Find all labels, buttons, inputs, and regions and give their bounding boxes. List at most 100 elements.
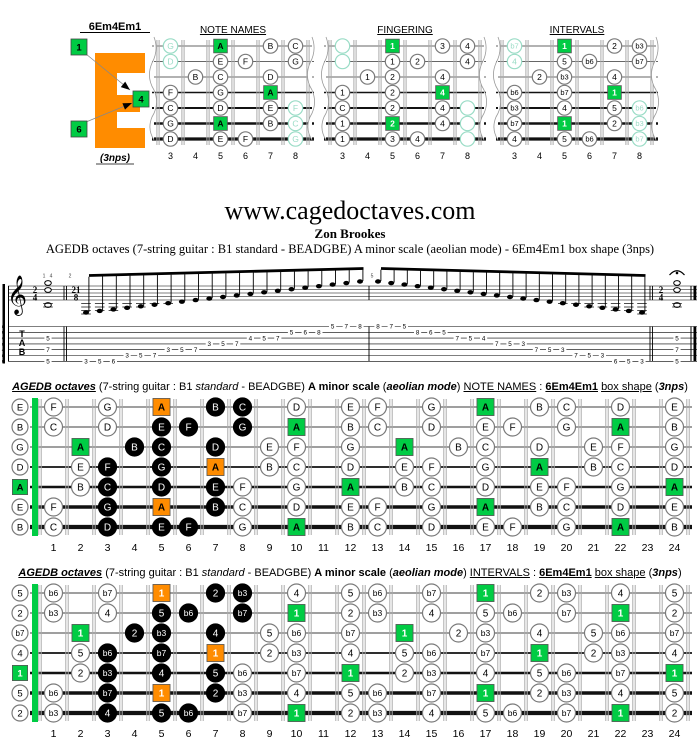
marker-text: E <box>218 134 224 144</box>
scale-note-circle <box>334 38 351 54</box>
note-marker: C <box>287 115 304 132</box>
note-marker: D <box>286 497 307 517</box>
treble-clef-icon: 𝄞 <box>7 276 27 316</box>
scale-note-circle <box>340 497 361 517</box>
marker-text: C <box>482 443 489 454</box>
tab-number-bg <box>178 346 186 353</box>
scale-note-circle <box>664 683 685 703</box>
note-marker: 2 <box>529 683 550 703</box>
marker-text: 1 <box>483 689 489 700</box>
note-marker: 5 <box>340 583 361 603</box>
note-marker: b6 <box>367 583 388 603</box>
marker-text: E <box>347 403 354 414</box>
note-marker: 5 <box>11 684 29 702</box>
scale-note-circle <box>434 69 451 85</box>
marker-text: 1 <box>294 609 300 620</box>
marker-text: A <box>401 443 408 454</box>
note-marker: C <box>286 457 307 477</box>
note-marker: F <box>237 131 254 147</box>
marker-text: b7 <box>238 608 248 618</box>
note-marker: F <box>232 477 253 497</box>
fret-number: 4 <box>193 151 198 161</box>
scale-note-circle <box>334 100 351 116</box>
scale-note-circle <box>43 497 64 517</box>
scale-note-circle <box>232 517 253 537</box>
marker-text: 2 <box>537 589 543 600</box>
tab-number-bg <box>96 358 104 365</box>
note-marker: C <box>556 497 577 517</box>
note-marker <box>459 131 476 147</box>
header-segment: A minor scale <box>314 567 387 579</box>
arrowhead-icon <box>122 103 132 110</box>
scale-note-circle <box>506 38 523 54</box>
marker-text: 1 <box>17 668 23 679</box>
note-marker: F <box>610 437 631 457</box>
marker-text: D <box>347 463 354 474</box>
note-marker: b3 <box>43 703 64 723</box>
note-marker: b6 <box>581 131 598 147</box>
marker-text: F <box>243 57 248 67</box>
marker-text: 2 <box>17 608 22 619</box>
e-shape-stem <box>95 53 117 148</box>
marker-text: B <box>212 503 219 514</box>
tab-clef-letter: T <box>19 329 25 339</box>
marker-text: b6 <box>184 608 194 618</box>
marker-text: E <box>266 443 273 454</box>
root-square <box>476 584 495 602</box>
note-marker: 5 <box>70 643 91 663</box>
marker-text: 2 <box>390 88 395 98</box>
note-marker: G <box>97 397 118 417</box>
scale-note-circle <box>11 418 29 436</box>
root-square <box>71 624 90 642</box>
note-marker: A <box>476 398 495 416</box>
root-square <box>611 604 630 622</box>
site-title: www.cagedoctaves.com <box>224 196 476 225</box>
note-marker: B <box>583 457 604 477</box>
note-marker: b7 <box>232 603 253 623</box>
scale-note-circle <box>11 644 29 662</box>
root-square <box>435 85 450 100</box>
marker-text: b7 <box>510 119 518 128</box>
scale-note-circle <box>287 115 304 132</box>
tab-number: 8 <box>317 330 321 337</box>
scale-note-circle <box>11 458 29 476</box>
header-segment: (7-string guitar : B1 <box>95 381 196 393</box>
root-square <box>665 664 684 682</box>
scale-note-circle <box>205 583 226 603</box>
note-marker: G <box>287 53 304 70</box>
e-shape-bottom-arm <box>117 128 145 148</box>
note-marker: G <box>556 417 577 437</box>
marker-text: B <box>212 403 219 414</box>
fret-number: 7 <box>612 151 617 161</box>
marker-text: E <box>17 402 23 413</box>
tab-number: 6 <box>614 359 618 366</box>
scale-note-circle <box>232 663 253 683</box>
note-marker: 2 <box>340 603 361 623</box>
marker-text: b6 <box>49 588 59 598</box>
finger-mark: 5 <box>371 274 374 280</box>
scale-note-circle <box>286 663 307 683</box>
note-marker: 2 <box>340 703 361 723</box>
marker-text: b7 <box>346 628 356 638</box>
scale-note-circle <box>205 663 226 683</box>
note-marker: b6 <box>610 623 631 643</box>
scale-note-circle <box>631 100 648 116</box>
marker-text: A <box>617 423 624 434</box>
note-marker: 4 <box>286 583 307 603</box>
scale-note-circle <box>232 703 253 723</box>
note-marker: F <box>421 457 442 477</box>
marker-text: 2 <box>390 72 395 82</box>
marker-text: 4 <box>483 669 489 680</box>
marker-text: 2 <box>537 689 543 700</box>
note-marker: 1 <box>341 664 360 682</box>
mini-chart-title: INTERVALS <box>550 25 605 36</box>
tab-number: 7 <box>153 353 157 360</box>
marker-text: b6 <box>616 628 626 638</box>
scale-note-circle <box>610 437 631 457</box>
marker-text: b6 <box>373 588 383 598</box>
system-bracket <box>2 284 5 364</box>
note-marker: B <box>529 397 550 417</box>
marker-text: b6 <box>49 688 59 698</box>
scale-note-circle <box>529 583 550 603</box>
